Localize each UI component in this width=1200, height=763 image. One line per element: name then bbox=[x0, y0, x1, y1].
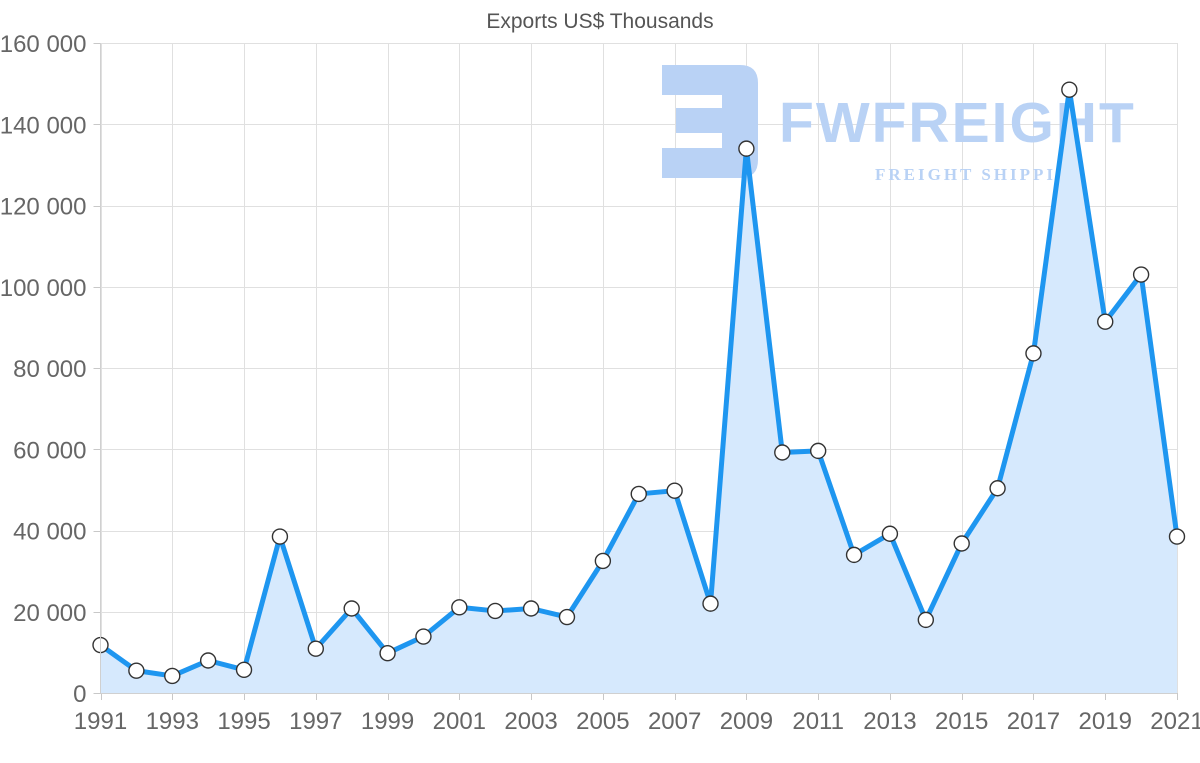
y-axis-tick-label: 100 000 bbox=[0, 275, 87, 302]
x-axis-tick-label: 1995 bbox=[217, 708, 270, 735]
data-point-marker[interactable] bbox=[1168, 528, 1186, 545]
data-point-marker[interactable] bbox=[487, 602, 504, 620]
data-point-marker[interactable] bbox=[558, 608, 576, 626]
y-axis-tick-label: 160 000 bbox=[0, 31, 87, 58]
x-axis-tick-label: 2021 bbox=[1150, 708, 1200, 735]
x-axis-tick-label: 1999 bbox=[361, 708, 414, 735]
x-axis-tick-label: 2005 bbox=[576, 708, 629, 735]
data-point-marker[interactable] bbox=[271, 528, 289, 545]
watermark-brand-text: FWFREIGHT bbox=[779, 91, 1136, 155]
data-point-marker[interactable] bbox=[128, 662, 145, 679]
data-point-marker[interactable] bbox=[702, 595, 719, 612]
data-point-marker[interactable] bbox=[379, 644, 396, 662]
x-axis-tick-label: 2019 bbox=[1079, 708, 1132, 735]
x-axis-tick-label: 1997 bbox=[289, 708, 342, 735]
x-axis-tick-label: 2015 bbox=[935, 708, 988, 735]
data-point-marker[interactable] bbox=[881, 525, 899, 542]
data-point-marker[interactable] bbox=[738, 140, 755, 157]
exports-area-fill bbox=[100, 89, 1177, 694]
x-axis-tick-label: 2017 bbox=[1007, 708, 1060, 735]
y-axis-labels: 0 20 000 40 000 60 000 80 000 100 000 120 000 1… bbox=[0, 31, 87, 708]
data-point-marker[interactable] bbox=[307, 640, 324, 657]
x-axis-tick-label: 2009 bbox=[720, 708, 773, 735]
x-axis-labels: 1991 1993 1995 1997 1999 2001 2003 2005 2007 2009… bbox=[74, 708, 1200, 735]
x-axis-tick-label: 2007 bbox=[648, 708, 701, 735]
data-point-marker[interactable] bbox=[1132, 266, 1150, 283]
x-axis-tick-label: 1993 bbox=[146, 708, 199, 735]
x-axis-tick-label: 2013 bbox=[863, 708, 916, 735]
y-axis-tick-label: 120 000 bbox=[0, 194, 87, 221]
x-axis-tick-label: 2011 bbox=[792, 708, 844, 735]
data-point-marker[interactable] bbox=[953, 535, 970, 552]
data-point-marker[interactable] bbox=[594, 552, 612, 570]
data-point-marker[interactable] bbox=[1025, 345, 1042, 362]
data-point-marker[interactable] bbox=[917, 611, 935, 629]
data-point-marker[interactable] bbox=[522, 600, 540, 617]
data-point-marker[interactable] bbox=[199, 652, 217, 669]
axis-lines bbox=[100, 43, 1177, 694]
x-tick-marks bbox=[93, 43, 1178, 700]
y-axis-tick-label: 60 000 bbox=[13, 437, 86, 464]
exports-data-points bbox=[92, 81, 1186, 685]
data-point-marker[interactable] bbox=[809, 442, 827, 460]
y-axis-tick-label: 40 000 bbox=[13, 519, 86, 546]
y-axis-tick-label: 0 bbox=[73, 681, 86, 708]
x-axis-tick-label: 2003 bbox=[504, 708, 557, 735]
data-point-marker[interactable] bbox=[1097, 313, 1114, 330]
x-axis-tick-label: 1991 bbox=[74, 708, 127, 735]
y-axis-tick-label: 20 000 bbox=[13, 600, 86, 627]
x-axis-tick-label: 2001 bbox=[433, 708, 486, 735]
data-point-marker[interactable] bbox=[774, 444, 791, 461]
y-axis-tick-label: 140 000 bbox=[0, 112, 87, 139]
data-point-marker[interactable] bbox=[666, 482, 683, 499]
chart-title: Exports US$ Thousands bbox=[486, 10, 713, 33]
watermark-tagline-text: FREIGHT SHIPPING bbox=[875, 165, 1088, 184]
data-point-marker[interactable] bbox=[235, 661, 253, 679]
data-point-marker[interactable] bbox=[451, 599, 468, 616]
fwfreight-logo-icon bbox=[662, 65, 758, 178]
data-point-marker[interactable] bbox=[845, 546, 863, 564]
y-axis-tick-label: 80 000 bbox=[13, 356, 86, 383]
data-point-marker[interactable] bbox=[343, 600, 360, 617]
data-point-marker[interactable] bbox=[630, 485, 647, 503]
data-point-marker[interactable] bbox=[1061, 81, 1078, 98]
data-point-marker[interactable] bbox=[415, 628, 432, 645]
data-point-marker[interactable] bbox=[164, 667, 181, 685]
data-point-marker[interactable] bbox=[989, 480, 1006, 497]
